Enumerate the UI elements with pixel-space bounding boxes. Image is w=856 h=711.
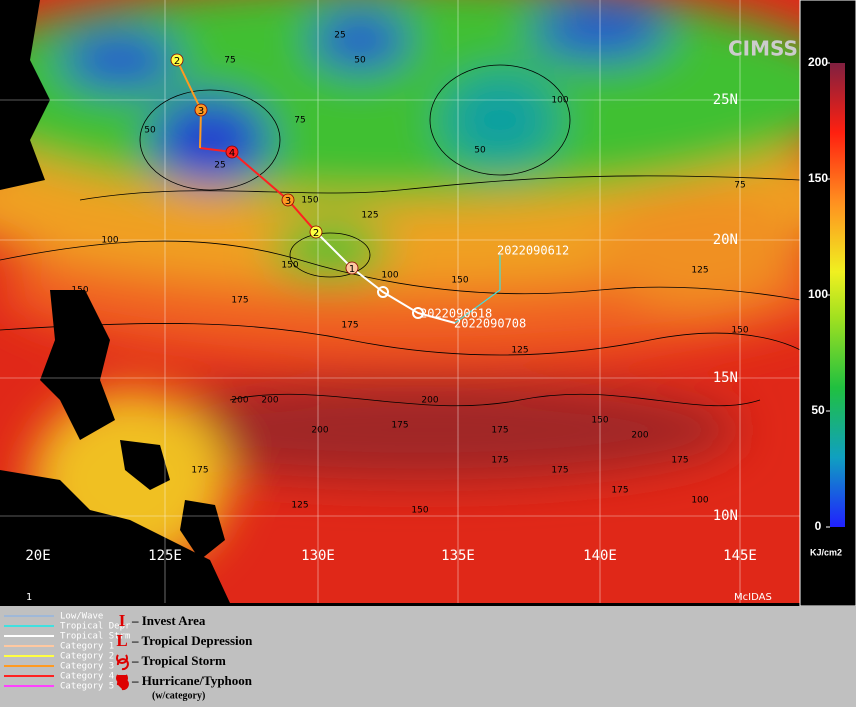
- contour-label: 175: [611, 486, 628, 496]
- contour-label: 175: [491, 426, 508, 436]
- contour-label: 125: [691, 266, 708, 276]
- lon-label: 140E: [583, 548, 617, 564]
- legend-label: Category 5: [60, 682, 114, 692]
- contour-label: 175: [231, 296, 248, 306]
- colorbar-panel: [799, 0, 856, 607]
- source-label: McIDAS: [734, 592, 772, 603]
- colorbar-unit: KJ/cm2: [810, 547, 842, 557]
- track-marker: [281, 193, 295, 207]
- contour-label: 125: [511, 346, 528, 356]
- legend-label: Category 1: [60, 642, 114, 652]
- legend-symbol-label: – Tropical Depression: [131, 633, 253, 648]
- contour-label: 75: [734, 181, 745, 191]
- colorbar-tick-label: 150: [808, 171, 828, 185]
- colorbar-tick-label: 0: [815, 519, 822, 533]
- colorbar-tick-label: 200: [808, 55, 828, 69]
- legend-symbol: I: [119, 611, 126, 630]
- track-marker: [377, 286, 389, 298]
- legend-symbol-label: – Tropical Storm: [131, 653, 226, 668]
- legend-symbol: L: [116, 631, 127, 650]
- legend-symbol-label: – Hurricane/Typhoon: [131, 673, 253, 688]
- contour-label: 175: [551, 466, 568, 476]
- track-segment: [199, 147, 317, 233]
- colorbar-tick-label: 50: [811, 403, 825, 417]
- contour-label: 50: [144, 126, 156, 136]
- track-marker: [170, 53, 184, 67]
- lon-label: 135E: [441, 548, 475, 564]
- contour-label: 200: [311, 426, 328, 436]
- track-category: 2: [174, 56, 180, 67]
- track-marker: [194, 103, 208, 117]
- contour-label: 150: [141, 556, 158, 566]
- contour-label: 150: [281, 261, 298, 271]
- contour-label: 100: [551, 96, 568, 106]
- contour-label: 175: [671, 456, 688, 466]
- track-category: 4: [229, 148, 235, 159]
- contour-label: 75: [224, 56, 235, 66]
- contour-label: 125: [361, 211, 378, 221]
- lon-label: 125E: [148, 548, 182, 564]
- lon-label: 145E: [723, 548, 757, 564]
- legend-symbol-label: – Invest Area: [131, 613, 206, 628]
- track-segment: [454, 255, 501, 324]
- lat-label: 20N: [713, 232, 738, 248]
- legend-label: Tropical Depr: [60, 622, 131, 632]
- colorbar: [830, 63, 845, 527]
- contour-label: 50: [474, 146, 486, 156]
- contour-label: 175: [391, 421, 408, 431]
- contour-label: 100: [381, 271, 398, 281]
- contour-label: 25: [214, 161, 225, 171]
- legend-panel: [0, 606, 856, 707]
- lon-label: 130E: [301, 548, 335, 564]
- contour-label: 150: [731, 326, 748, 336]
- date-label: 2022090618: [420, 307, 492, 321]
- contour-label: 200: [231, 396, 248, 406]
- legend-label: Category 4: [60, 672, 114, 682]
- lat-label: 15N: [713, 370, 738, 386]
- date-label: 2022090612: [497, 244, 569, 258]
- track-category: 1: [349, 264, 355, 275]
- legend-symbol: [116, 674, 129, 691]
- track-marker: [309, 225, 323, 239]
- legend-label: Low/Wave: [60, 612, 103, 622]
- contour-label: 175: [191, 466, 208, 476]
- contour-label: 200: [261, 396, 278, 406]
- contour-label: 150: [591, 416, 608, 426]
- track-marker: [225, 145, 239, 159]
- lat-label: 10N: [713, 508, 738, 524]
- contour-label: 25: [334, 31, 345, 41]
- contour-label: 100: [101, 236, 118, 246]
- colorbar-tick-label: 100: [808, 287, 828, 301]
- contour-label: 200: [421, 396, 438, 406]
- track-category: 3: [198, 106, 204, 117]
- legend-label: Category 3: [60, 662, 114, 672]
- contour-label: 150: [301, 196, 318, 206]
- corner-label: 1: [26, 592, 32, 603]
- contour-label: 175: [491, 456, 508, 466]
- track-category: 2: [313, 228, 319, 239]
- track-segment: [315, 231, 456, 324]
- date-label: 2022090708: [454, 317, 526, 331]
- logo: CIMSS: [728, 37, 798, 61]
- legend-symbol: [116, 654, 129, 671]
- contour-label: 150: [411, 506, 428, 516]
- contour-label: 100: [691, 496, 708, 506]
- contour-label: 200: [631, 431, 648, 441]
- track-category: 3: [285, 196, 291, 207]
- legend-note: (w/category): [152, 690, 205, 701]
- contour-label: 75: [294, 116, 305, 126]
- lon-label: 20E: [25, 548, 50, 564]
- legend-label: Category 2: [60, 652, 114, 662]
- lat-label: 25N: [713, 92, 738, 108]
- contour-label: 150: [71, 286, 88, 296]
- track-marker: [412, 307, 424, 319]
- legend-label: Tropical Strm: [60, 632, 130, 642]
- contour-label: 150: [451, 276, 468, 286]
- contour-label: 125: [291, 501, 308, 511]
- track-marker: [345, 261, 359, 275]
- contour-label: 175: [341, 321, 358, 331]
- contour-label: 50: [354, 56, 366, 66]
